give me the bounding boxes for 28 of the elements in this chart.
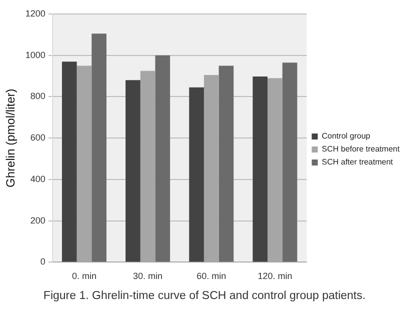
- bar: [155, 55, 170, 262]
- y-tick-label: 200: [30, 215, 46, 226]
- y-tick-label: 400: [30, 174, 46, 184]
- caption: Figure 1. Ghrelin-time curve of SCH and control group patients.: [42, 290, 367, 302]
- bar: [62, 62, 77, 262]
- bar: [189, 87, 204, 262]
- bar: [218, 66, 234, 262]
- x-tick-label: 60. min: [196, 271, 226, 282]
- legend-label: Control group: [322, 132, 371, 141]
- y-tick-label: 800: [30, 91, 46, 102]
- bar: [140, 70, 156, 262]
- legend-label: SCH before treatment: [322, 144, 400, 154]
- bar: [204, 75, 219, 262]
- bar: [76, 66, 92, 262]
- x-tick-label: 0. min: [72, 271, 96, 282]
- x-tick-label: 120. min: [258, 271, 292, 282]
- legend-label: SCH after treatment: [322, 158, 394, 167]
- x-tick-label: 30. min: [133, 271, 163, 282]
- bar: [282, 62, 298, 262]
- y-tick-label: 1000: [25, 50, 46, 60]
- bar: [92, 34, 106, 262]
- y-tick-label: 0: [40, 256, 46, 267]
- bar: [252, 76, 268, 262]
- y-tick-label: 1200: [25, 8, 46, 18]
- bar: [126, 80, 140, 262]
- y-axis-title: Ghrelin (pmol/liter): [4, 88, 18, 188]
- y-tick-label: 600: [30, 132, 46, 143]
- bar: [268, 78, 282, 262]
